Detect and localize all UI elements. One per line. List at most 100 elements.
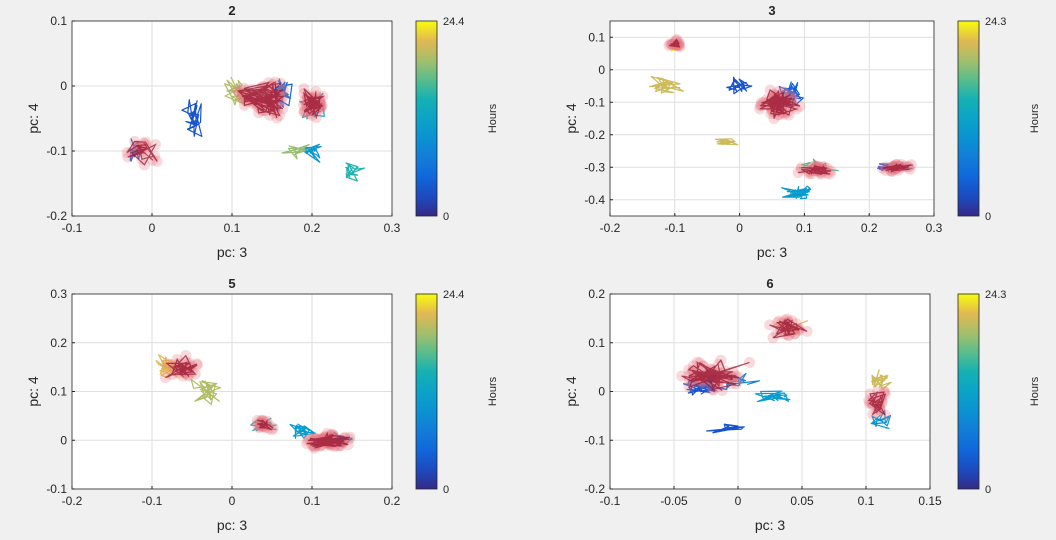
data-layer	[121, 76, 366, 182]
y-axis-label: pc: 4	[25, 376, 41, 407]
highlight-line	[126, 140, 158, 166]
colorbar-min-label: 0	[985, 484, 991, 496]
x-tick-label: 0.1	[304, 494, 321, 508]
y-tick-label: -0.2	[584, 128, 605, 142]
highlight-line	[681, 359, 750, 392]
plot-area	[610, 21, 934, 216]
x-tick-label: 0.2	[861, 221, 878, 235]
y-tick-label: -0.1	[46, 144, 67, 158]
trajectory-line	[781, 185, 812, 200]
trajectory-line	[281, 144, 310, 160]
trajectory-line	[289, 423, 316, 439]
colorbar-label: Hours	[487, 376, 499, 406]
y-tick-label: -0.1	[584, 433, 605, 447]
trajectory-line	[224, 76, 259, 107]
x-tick-label: -0.1	[664, 221, 685, 235]
data-layer	[155, 350, 356, 454]
highlight-line	[882, 163, 912, 173]
trajectory-line	[798, 158, 839, 176]
chart-6: -0.1 -0.05 0 0.05 0.1 0.15-0.2-0.100.10.26pc:…	[563, 276, 1041, 533]
highlight-line	[668, 38, 681, 48]
trajectory-line	[706, 423, 745, 434]
y-tick-label: 0.2	[588, 287, 605, 301]
colorbar-label: Hours	[1029, 103, 1041, 133]
trajectory-line	[778, 81, 804, 109]
y-tick-label: 0.2	[50, 336, 67, 350]
colorbar-max-label: 24.4	[443, 289, 464, 301]
y-axis-label: pc: 4	[563, 103, 579, 134]
x-tick-label: 0	[735, 494, 742, 508]
x-tick-label: 0.1	[224, 221, 241, 235]
colorbar-max-label: 24.3	[985, 16, 1006, 28]
x-tick-label: 0	[229, 494, 236, 508]
highlight-line	[236, 81, 284, 119]
y-tick-label: 0.1	[50, 14, 67, 28]
highlight-line	[257, 419, 274, 431]
colorbar-min-label: 0	[443, 211, 449, 223]
trajectory-line	[649, 75, 685, 94]
x-tick-label: 0.3	[384, 221, 401, 235]
highlight-line	[306, 431, 351, 449]
colorbar-label: Hours	[1029, 376, 1041, 406]
data-layer	[676, 313, 892, 434]
x-tick-label: -0.1	[62, 221, 83, 235]
highlight-line	[798, 164, 832, 176]
chart-title: 6	[766, 276, 773, 291]
x-axis-label: pc: 3	[217, 244, 248, 260]
x-tick-label: 0.2	[304, 221, 321, 235]
highlight-line	[165, 354, 198, 379]
x-tick-label: -0.2	[600, 221, 621, 235]
colorbar-max-label: 24.3	[985, 289, 1006, 301]
y-tick-label: -0.1	[46, 482, 67, 496]
x-tick-label: 0.15	[918, 494, 942, 508]
colorbar-label: Hours	[487, 103, 499, 133]
y-tick-label: 0.3	[50, 287, 67, 301]
colorbar-min-label: 0	[985, 211, 991, 223]
colorbar	[957, 20, 980, 217]
y-tick-label: 0	[60, 433, 67, 447]
x-tick-label: -0.05	[660, 494, 688, 508]
x-tick-label: 0	[149, 221, 156, 235]
highlight-line	[867, 391, 887, 416]
y-tick-label: 0.1	[588, 336, 605, 350]
x-tick-label: -0.1	[600, 494, 621, 508]
y-tick-label: -0.4	[584, 193, 605, 207]
chart-title: 2	[228, 3, 235, 18]
chart-title: 5	[228, 276, 235, 291]
y-tick-label: 0	[60, 79, 67, 93]
x-tick-label: 0.2	[384, 494, 401, 508]
y-tick-label: 0.1	[50, 385, 67, 399]
highlight-line	[769, 318, 808, 339]
highlight-line	[759, 89, 801, 119]
colorbar-min-label: 0	[443, 484, 449, 496]
colorbar	[415, 293, 438, 490]
colorbar	[957, 293, 980, 490]
trajectory-line	[726, 76, 753, 95]
y-tick-label: -0.2	[584, 482, 605, 496]
x-tick-label: 0	[736, 221, 743, 235]
y-tick-label: 0.1	[588, 30, 605, 44]
highlight-line	[303, 88, 326, 120]
colorbar-max-label: 24.4	[443, 16, 464, 28]
trajectory-line	[345, 162, 366, 182]
chart-title: 3	[768, 3, 775, 18]
axes-box	[609, 20, 935, 217]
chart-3: -0.2 -0.1 0 0.1 0.2 0.3 -0.4 -0.3 -0.2 -0.1 0 0.1 3 p…	[563, 3, 1041, 260]
colorbar	[415, 20, 438, 217]
x-axis-label: pc: 3	[217, 517, 248, 533]
y-tick-label: 0	[598, 63, 605, 77]
x-tick-label: 0.1	[796, 221, 813, 235]
x-axis-label: pc: 3	[755, 517, 786, 533]
trajectory-line	[715, 138, 739, 146]
trajectory-line	[870, 409, 892, 429]
x-axis-label: pc: 3	[757, 244, 788, 260]
y-tick-label: -0.3	[584, 160, 605, 174]
x-tick-label: 0.3	[926, 221, 943, 235]
y-tick-label: -0.1	[584, 95, 605, 109]
trajectory-line	[871, 369, 892, 390]
x-tick-label: 0.05	[790, 494, 814, 508]
data-layer	[649, 34, 917, 200]
